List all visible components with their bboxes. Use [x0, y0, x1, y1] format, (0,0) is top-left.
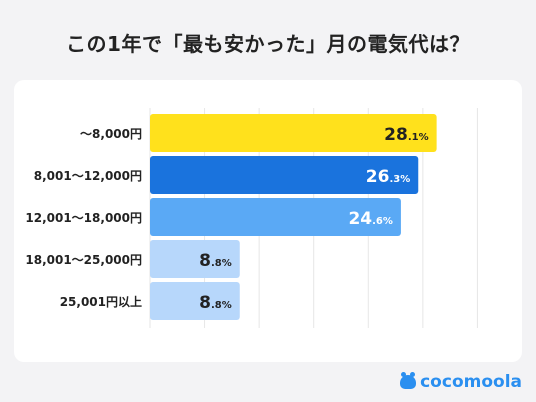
chart-title: この1年で「最も安かった」月の電気代は？	[66, 32, 470, 56]
value-label: 26.3%	[366, 167, 410, 187]
brand-logo: cocomoola	[400, 372, 522, 392]
value-label: 8.8%	[199, 293, 232, 313]
value-label: 28.1%	[384, 125, 428, 145]
value-label: 24.6%	[348, 209, 392, 229]
bar	[150, 282, 240, 320]
piggy-bank-icon	[400, 372, 417, 389]
category-label: 8,001〜12,000円	[34, 169, 142, 183]
label-layer: 〜8,000円 28.1% 8,001〜12,000円 26.3% 12,001〜18,…	[25, 125, 428, 313]
value-label: 8.8%	[199, 251, 232, 271]
bar	[150, 114, 437, 152]
bar	[150, 156, 419, 194]
category-label: 25,001円以上	[60, 294, 142, 309]
bar	[150, 240, 240, 278]
category-label: 〜8,000円	[80, 127, 142, 141]
bar	[150, 198, 401, 236]
brand-name: cocomoola	[420, 372, 522, 392]
bar-layer	[150, 114, 437, 320]
category-label: 12,001〜18,000円	[25, 211, 142, 225]
category-label: 18,001〜25,000円	[25, 253, 142, 267]
